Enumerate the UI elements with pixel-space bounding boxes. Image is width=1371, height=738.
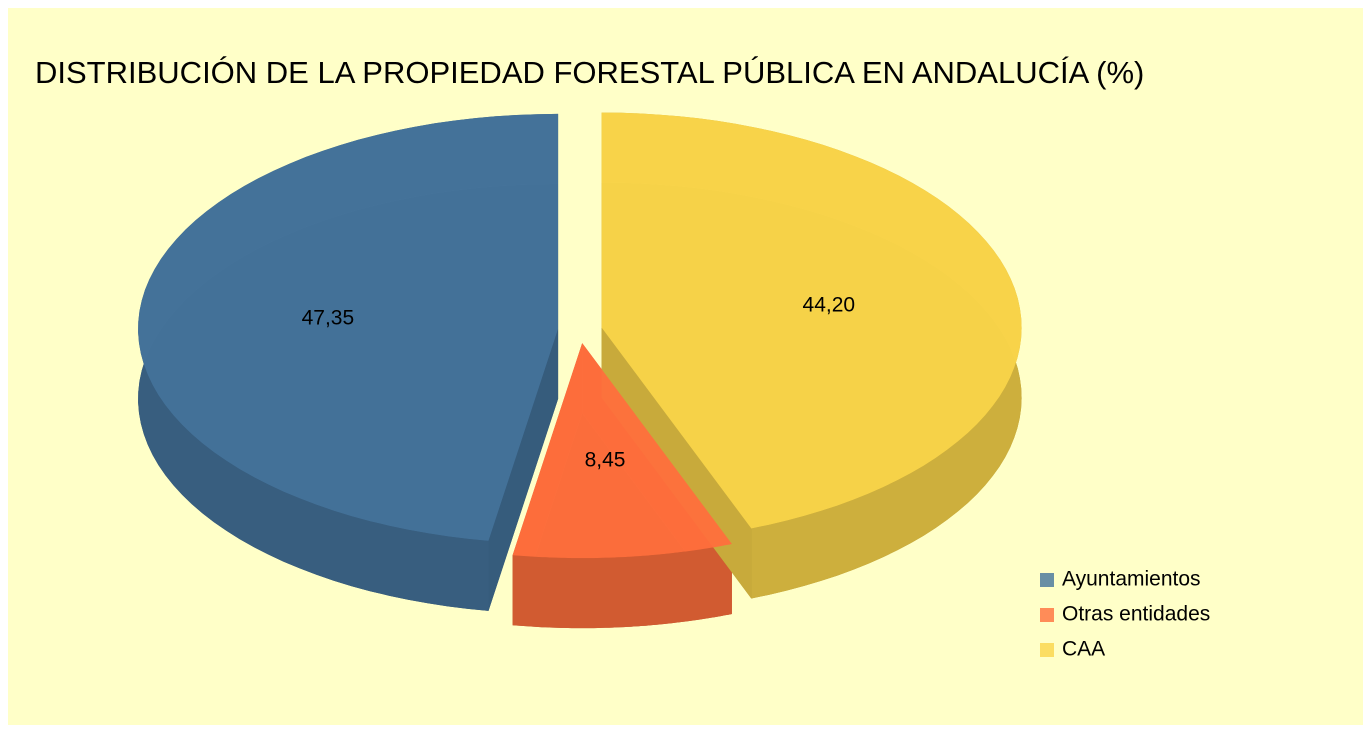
legend: Ayuntamientos Otras entidades CAA: [1040, 568, 1210, 661]
slice-radial-wall: [488, 328, 559, 611]
value-labels: 47,35 8,45 44,20: [302, 294, 855, 472]
slice-outer-wall: [512, 544, 732, 629]
legend-label: Otras entidades: [1062, 603, 1210, 626]
pie-slice: [138, 113, 559, 541]
legend-swatch: [1040, 643, 1054, 657]
legend-label: CAA: [1062, 638, 1105, 661]
legend-label: Ayuntamientos: [1062, 568, 1201, 591]
value-label: 8,45: [585, 448, 626, 471]
pie-slice: [601, 112, 1022, 529]
value-label: 47,35: [302, 307, 355, 330]
pie-tops: [138, 112, 1022, 559]
legend-swatch: [1040, 573, 1054, 587]
legend-swatch: [1040, 608, 1054, 622]
chart-title: DISTRIBUCIÓN DE LA PROPIEDAD FORESTAL PÚ…: [35, 55, 1144, 90]
value-label: 44,20: [803, 294, 856, 317]
pie-slice: [512, 343, 732, 559]
